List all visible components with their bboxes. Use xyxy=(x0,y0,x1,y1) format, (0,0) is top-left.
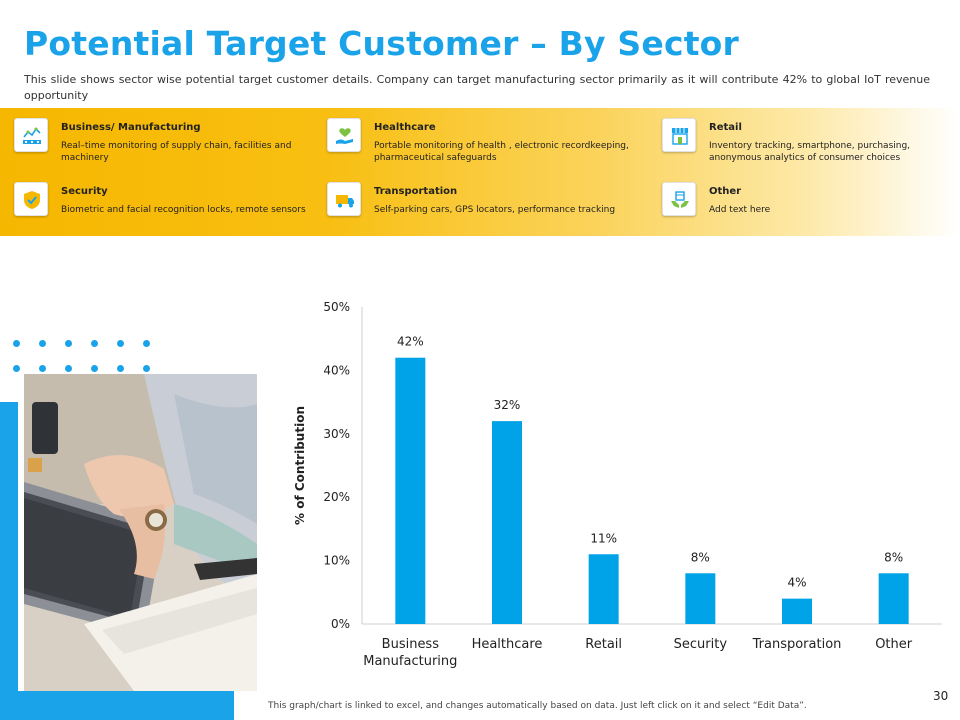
laptop-typing-photo xyxy=(24,374,257,691)
security-shield-icon xyxy=(24,191,40,209)
sector-title: Security xyxy=(61,186,108,197)
bar-5 xyxy=(878,573,909,624)
data-label: 11% xyxy=(590,531,617,545)
y-tick-label: 0% xyxy=(331,617,350,631)
data-label: 42% xyxy=(397,335,424,349)
data-label: 4% xyxy=(787,576,806,590)
y-tick-label: 20% xyxy=(323,490,350,504)
bar-3 xyxy=(685,573,716,624)
y-tick-label: 30% xyxy=(323,427,350,441)
sector-band: Business/ Manufacturing Real–time monito… xyxy=(0,108,960,236)
healthcare-icon xyxy=(336,128,353,144)
slide-subtitle: This slide shows sector wise potential t… xyxy=(24,73,930,102)
x-tick-label: Other xyxy=(875,637,913,652)
sector-title: Transportation xyxy=(374,186,458,197)
sector-description: Add text here xyxy=(709,205,771,215)
manufacturing-icon xyxy=(23,127,41,144)
chart-svg: 0% 10% 20% 30% 40% 50% % of Contribution 42% Bus… xyxy=(293,300,942,669)
other-hand-box-icon xyxy=(671,191,689,208)
sector-description: Self-parking cars, GPS locators, perform… xyxy=(374,205,616,215)
sector-description: Inventory tracking, smartphone, purchasi… xyxy=(709,141,911,163)
sector-title: Other xyxy=(709,186,742,197)
y-tick-label: 10% xyxy=(323,554,350,568)
y-tick-label: 40% xyxy=(323,363,350,377)
y-tick-label: 50% xyxy=(323,300,350,314)
transportation-truck-icon xyxy=(336,195,354,208)
data-label: 8% xyxy=(884,550,903,564)
bar-4 xyxy=(782,598,812,624)
sector-description: Portable monitoring of health , electron… xyxy=(374,141,629,163)
x-tick-label: Retail xyxy=(585,637,622,652)
x-tick-label: Healthcare xyxy=(472,637,543,652)
data-label: 32% xyxy=(494,398,521,412)
sector-contribution-chart: 0% 10% 20% 30% 40% 50% % of Contribution 42% Bus… xyxy=(282,290,952,680)
sector-description: Biometric and facial recognition locks, … xyxy=(61,205,306,215)
bar-2 xyxy=(588,554,619,624)
decorative-blue-bar xyxy=(0,402,18,720)
slide-title: Potential Target Customer – By Sector xyxy=(24,24,740,63)
y-axis-label: % of Contribution xyxy=(293,406,307,525)
chart-footnote: This graph/chart is linked to excel, and… xyxy=(268,701,807,711)
decorative-blue-footer xyxy=(18,691,234,720)
sector-title: Healthcare xyxy=(374,122,436,133)
sector-description: Real–time monitoring of supply chain, fa… xyxy=(61,141,292,163)
x-tick-label: Transporation xyxy=(752,637,842,652)
bar-0 xyxy=(395,357,426,624)
sector-title: Business/ Manufacturing xyxy=(61,122,201,133)
bar-1 xyxy=(492,421,522,624)
retail-store-icon xyxy=(672,128,688,145)
x-tick-label: Business Manufacturing xyxy=(363,637,457,669)
data-label: 8% xyxy=(691,550,710,564)
x-tick-label: Security xyxy=(674,637,728,652)
page-number: 30 xyxy=(933,689,949,703)
sector-title: Retail xyxy=(709,122,742,133)
